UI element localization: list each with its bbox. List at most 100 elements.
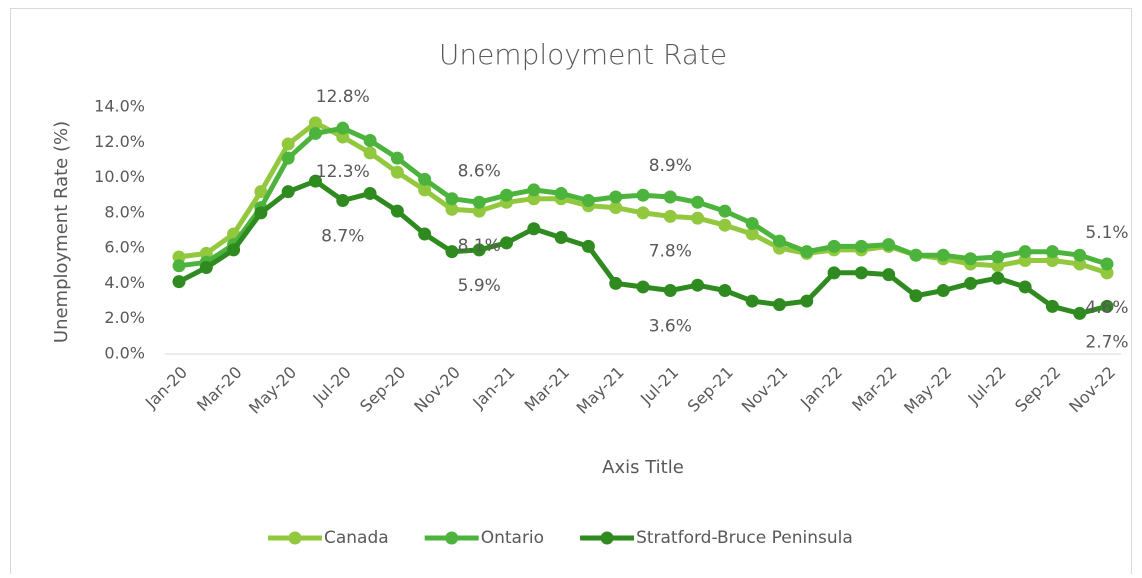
y-tick-label: 6.0%	[104, 238, 145, 257]
data-point	[445, 192, 459, 206]
data-point	[336, 121, 350, 135]
data-point	[527, 222, 541, 236]
data-point	[991, 250, 1005, 264]
y-axis-title: Unemployment Rate (%)	[51, 121, 72, 343]
data-point	[527, 183, 541, 197]
y-tick-label: 12.0%	[94, 132, 145, 151]
data-point	[581, 194, 595, 208]
y-tick-label: 0.0%	[104, 344, 145, 363]
data-point	[308, 116, 322, 130]
data-point	[581, 239, 595, 253]
data-point	[854, 266, 868, 280]
chart-title: Unemployment Rate	[439, 38, 727, 71]
data-point	[554, 231, 568, 245]
data-point	[1100, 299, 1114, 313]
data-point	[1018, 280, 1032, 294]
data-point	[636, 280, 650, 294]
data-point	[1073, 248, 1087, 262]
legend-label: Stratford-Bruce Peninsula	[636, 528, 853, 548]
data-label: 8.9%	[649, 156, 692, 176]
data-point	[472, 243, 486, 257]
data-label: 7.8%	[649, 241, 692, 261]
y-tick-label: 2.0%	[104, 308, 145, 327]
data-point	[609, 276, 623, 290]
data-point	[418, 227, 432, 241]
data-point	[691, 211, 705, 225]
data-point	[254, 185, 268, 199]
data-point	[609, 201, 623, 215]
y-tick-label: 4.0%	[104, 273, 145, 292]
data-point	[936, 248, 950, 262]
data-point	[636, 188, 650, 202]
data-point	[636, 206, 650, 220]
data-point	[663, 283, 677, 297]
data-point	[827, 239, 841, 253]
data-point	[363, 134, 377, 148]
data-point	[390, 151, 404, 165]
data-label: 8.7%	[321, 227, 364, 247]
data-point	[500, 188, 514, 202]
legend-label: Canada	[324, 528, 389, 548]
y-tick-label: 10.0%	[94, 167, 145, 186]
data-point	[281, 151, 295, 165]
x-axis-title: Axis Title	[602, 457, 684, 478]
data-point	[445, 245, 459, 259]
data-point	[1045, 299, 1059, 313]
data-point	[1045, 245, 1059, 259]
data-point	[390, 204, 404, 218]
data-point	[609, 190, 623, 204]
data-label: 3.6%	[649, 316, 692, 336]
data-point	[964, 276, 978, 290]
data-label: 2.7%	[1085, 332, 1128, 352]
data-point	[772, 234, 786, 248]
data-point	[718, 283, 732, 297]
y-tick-label: 8.0%	[104, 202, 145, 221]
data-point	[363, 186, 377, 200]
data-point	[1018, 245, 1032, 259]
data-point	[390, 165, 404, 179]
data-label: 5.9%	[458, 276, 501, 296]
data-label: 12.3%	[316, 162, 370, 182]
legend-label: Ontario	[481, 528, 544, 548]
data-point	[964, 252, 978, 266]
data-point	[882, 268, 896, 282]
data-point	[472, 195, 486, 209]
data-point	[254, 206, 268, 220]
data-point	[1073, 306, 1087, 320]
data-point	[745, 227, 759, 241]
data-point	[718, 218, 732, 232]
chart-border	[10, 8, 1132, 578]
legend-marker	[288, 531, 302, 545]
data-label: 12.8%	[316, 87, 370, 107]
data-point	[745, 294, 759, 308]
data-point	[336, 194, 350, 208]
data-point	[936, 283, 950, 297]
data-point	[882, 238, 896, 252]
data-point	[418, 183, 432, 197]
legend-marker	[600, 531, 614, 545]
y-tick-label: 14.0%	[94, 97, 145, 116]
data-point	[172, 259, 186, 273]
data-point	[1100, 257, 1114, 271]
data-point	[172, 275, 186, 289]
data-point	[909, 289, 923, 303]
data-point	[199, 261, 213, 275]
data-point	[281, 185, 295, 199]
data-label: 8.1%	[458, 236, 501, 256]
legend-marker	[445, 531, 459, 545]
data-point	[691, 195, 705, 209]
data-point	[827, 266, 841, 280]
data-point	[554, 186, 568, 200]
data-point	[854, 239, 868, 253]
data-point	[308, 126, 322, 140]
data-label: 5.1%	[1085, 223, 1128, 243]
data-label: 4.6%	[1085, 298, 1128, 318]
data-point	[418, 172, 432, 186]
data-point	[363, 146, 377, 160]
data-point	[227, 243, 241, 257]
data-point	[281, 137, 295, 151]
data-point	[718, 204, 732, 218]
data-point	[663, 190, 677, 204]
data-point	[308, 174, 322, 188]
